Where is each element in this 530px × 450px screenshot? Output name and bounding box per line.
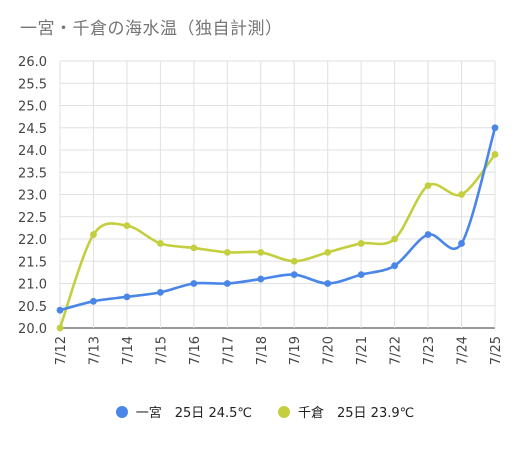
y-tick-label: 20.0 [18, 322, 47, 337]
legend-label-chikura: 千倉 25日 23.9℃ [298, 406, 415, 421]
data-point-ichinomiya [357, 271, 365, 278]
x-tick-label: 7/15 [154, 336, 169, 365]
x-tick-label: 7/23 [422, 336, 437, 365]
x-axis-tick-labels: 7/12 7/13 7/14 7/15 7/16 7/17 7/18 7/19 7/20 7/21… [54, 336, 504, 365]
x-tick-label: 7/25 [489, 336, 504, 365]
legend-swatch-ichinomiya [115, 405, 128, 418]
y-tick-label: 25.0 [18, 100, 47, 115]
x-tick-label: 7/19 [288, 336, 303, 365]
legend-label-ichinomiya: 一宮 25日 24.5℃ [135, 406, 252, 421]
x-tick-label: 7/20 [322, 336, 337, 365]
data-point-ichinomiya [90, 297, 97, 305]
data-point-chikura [491, 151, 499, 158]
data-point-chikura [424, 182, 432, 190]
data-point-ichinomiya [257, 275, 265, 283]
data-point-ichinomiya [123, 293, 131, 301]
data-point-chikura [190, 244, 198, 252]
x-tick-label: 7/24 [456, 336, 471, 365]
data-point-ichinomiya [391, 262, 399, 270]
data-point-chikura [223, 248, 231, 256]
data-point-ichinomiya [156, 289, 164, 296]
data-point-chikura [56, 324, 64, 332]
data-point-chikura [257, 248, 265, 256]
x-tick-label: 7/16 [188, 336, 203, 365]
data-point-ichinomiya [424, 231, 432, 238]
x-tick-label: 7/17 [221, 336, 236, 365]
y-tick-label: 26.0 [18, 55, 47, 70]
data-point-chikura [123, 222, 131, 230]
data-point-ichinomiya [223, 280, 231, 287]
y-axis-tick-labels: 20.0 20.5 21.0 21.5 22.0 22.5 23.0 23.5 24.0 24.5… [18, 55, 47, 337]
data-point-ichinomiya [324, 280, 332, 287]
x-tick-label: 7/13 [87, 336, 102, 365]
y-tick-label: 23.5 [18, 166, 47, 181]
data-point-chikura [156, 240, 164, 247]
x-tick-label: 7/18 [255, 336, 270, 365]
x-tick-label: 7/12 [54, 336, 69, 365]
y-tick-label: 22.5 [18, 211, 47, 226]
legend-item-chikura[interactable]: 千倉 25日 23.9℃ [278, 402, 414, 421]
legend: 一宮 25日 24.5℃ 千倉 25日 23.9℃ [0, 402, 530, 421]
y-tick-label: 23.0 [18, 189, 47, 204]
data-point-ichinomiya [290, 271, 298, 278]
y-tick-label: 24.5 [18, 122, 47, 137]
data-point-ichinomiya [190, 280, 198, 287]
chart-title: 一宮・千倉の海水温（独自計測） [20, 19, 283, 39]
legend-swatch-chikura [278, 405, 290, 418]
data-point-chikura [458, 191, 465, 198]
x-tick-label: 7/14 [121, 336, 136, 365]
data-point-ichinomiya [458, 240, 465, 247]
data-point-chikura [90, 231, 97, 238]
x-tick-label: 7/21 [355, 336, 370, 365]
y-tick-label: 24.0 [18, 144, 47, 159]
series-line-chikura [58, 153, 497, 329]
series-line-ichinomiya [59, 127, 497, 312]
y-tick-label: 25.5 [18, 77, 47, 92]
data-point-chikura [290, 257, 298, 265]
data-point-chikura [324, 248, 332, 256]
legend-item-ichinomiya[interactable]: 一宮 25日 24.5℃ [115, 402, 252, 421]
data-point-chikura [391, 235, 399, 243]
y-tick-label: 21.5 [18, 255, 47, 270]
series-lines [56, 124, 499, 332]
y-tick-label: 20.5 [18, 300, 47, 315]
data-point-ichinomiya [56, 306, 64, 314]
grid-lines [59, 60, 496, 329]
data-point-ichinomiya [491, 124, 499, 132]
data-point-chikura [357, 240, 365, 247]
y-tick-label: 22.0 [18, 233, 47, 248]
y-tick-label: 21.0 [18, 278, 47, 293]
x-tick-label: 7/22 [389, 336, 404, 365]
